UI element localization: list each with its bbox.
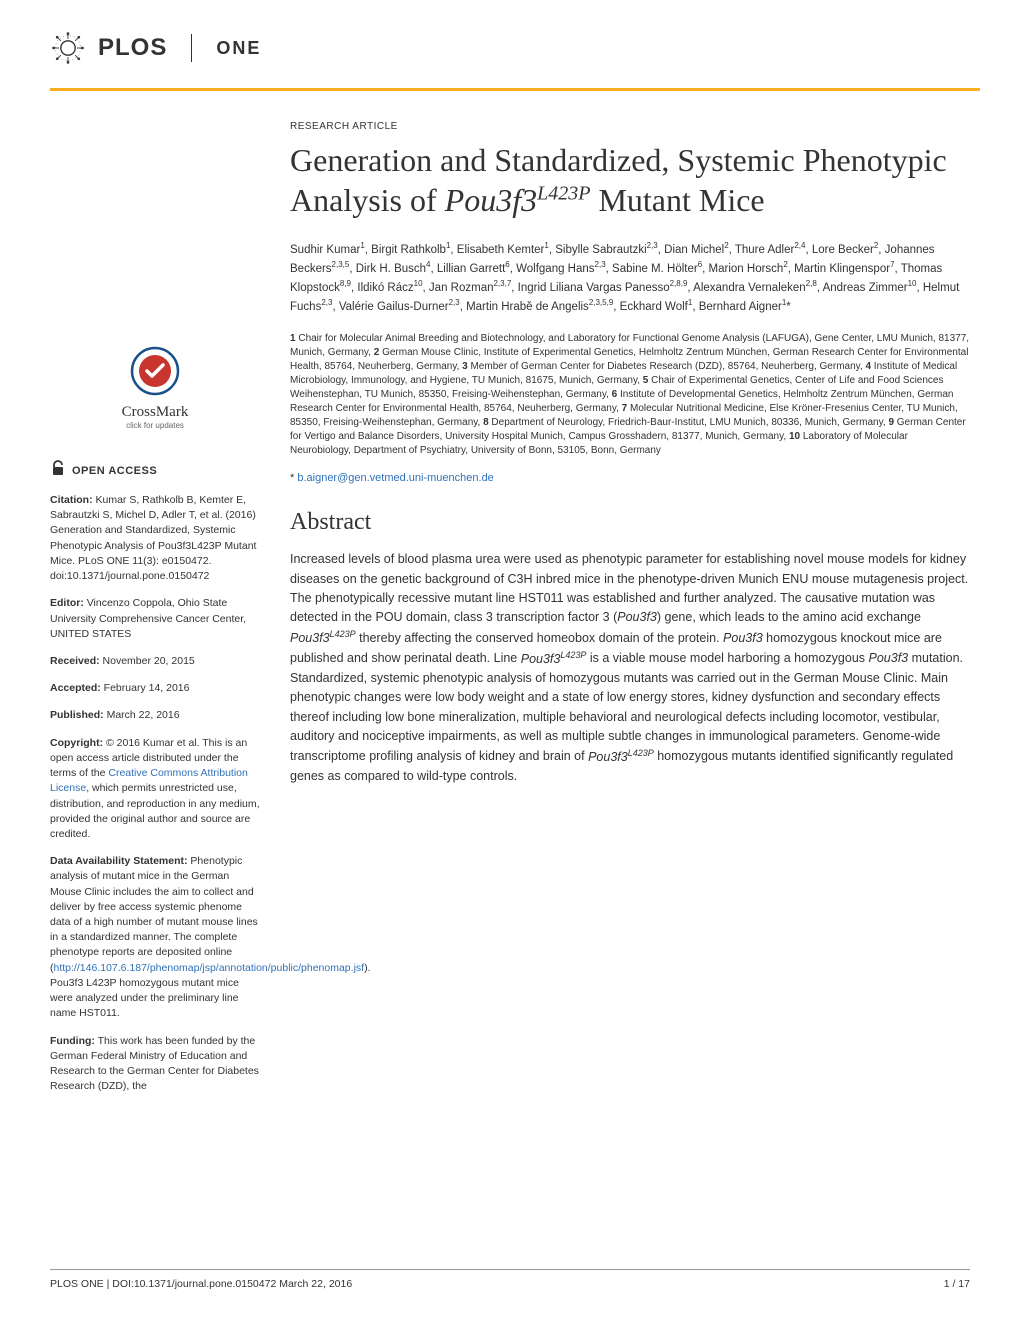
article-title: Generation and Standardized, Systemic Ph… — [290, 140, 970, 220]
page-number: 1 / 17 — [944, 1278, 970, 1290]
abstract-heading: Abstract — [290, 509, 970, 536]
received-block: Received: November 20, 2015 — [50, 654, 260, 669]
crossmark-icon — [130, 346, 180, 396]
journal-name: ONE — [216, 38, 261, 59]
correspondence: * b.aigner@gen.vetmed.uni-muenchen.de — [290, 472, 970, 484]
author-list: Sudhir Kumar1, Birgit Rathkolb1, Elisabe… — [290, 240, 970, 316]
open-access-label: OPEN ACCESS — [72, 465, 157, 477]
article-sidebar: CrossMark click for updates OPEN ACCESS … — [50, 121, 260, 1106]
email-link[interactable]: b.aigner@gen.vetmed.uni-muenchen.de — [297, 472, 493, 484]
editor-block: Editor: Vincenzo Coppola, Ohio State Uni… — [50, 596, 260, 642]
crossmark-sublabel: click for updates — [50, 421, 260, 430]
open-access-badge: OPEN ACCESS — [50, 460, 260, 481]
article-type: RESEARCH ARTICLE — [290, 121, 970, 132]
copyright-block: Copyright: © 2016 Kumar et al. This is a… — [50, 736, 260, 843]
affiliations: 1 Chair for Molecular Animal Breeding an… — [290, 332, 970, 458]
abstract-text: Increased levels of blood plasma urea we… — [290, 550, 970, 786]
article-main: RESEARCH ARTICLE Generation and Standard… — [290, 121, 970, 1106]
open-lock-icon — [50, 460, 66, 481]
crossmark-widget[interactable]: CrossMark click for updates — [50, 346, 260, 430]
citation-block: Citation: Kumar S, Rathkolb B, Kemter E,… — [50, 493, 260, 584]
data-availability-block: Data Availability Statement: Phenotypic … — [50, 854, 260, 1021]
journal-header: PLOS ONE — [0, 0, 1020, 76]
brand-divider — [191, 34, 192, 62]
crossmark-label: CrossMark — [50, 404, 260, 421]
plos-logo: PLOS ONE — [50, 30, 261, 66]
funding-block: Funding: This work has been funded by th… — [50, 1034, 260, 1095]
page-footer: PLOS ONE | DOI:10.1371/journal.pone.0150… — [50, 1269, 970, 1290]
plos-icon — [50, 30, 86, 66]
footer-citation: PLOS ONE | DOI:10.1371/journal.pone.0150… — [50, 1278, 352, 1290]
published-block: Published: March 22, 2016 — [50, 708, 260, 723]
accepted-block: Accepted: February 14, 2016 — [50, 681, 260, 696]
plos-brand-text: PLOS — [98, 34, 167, 62]
